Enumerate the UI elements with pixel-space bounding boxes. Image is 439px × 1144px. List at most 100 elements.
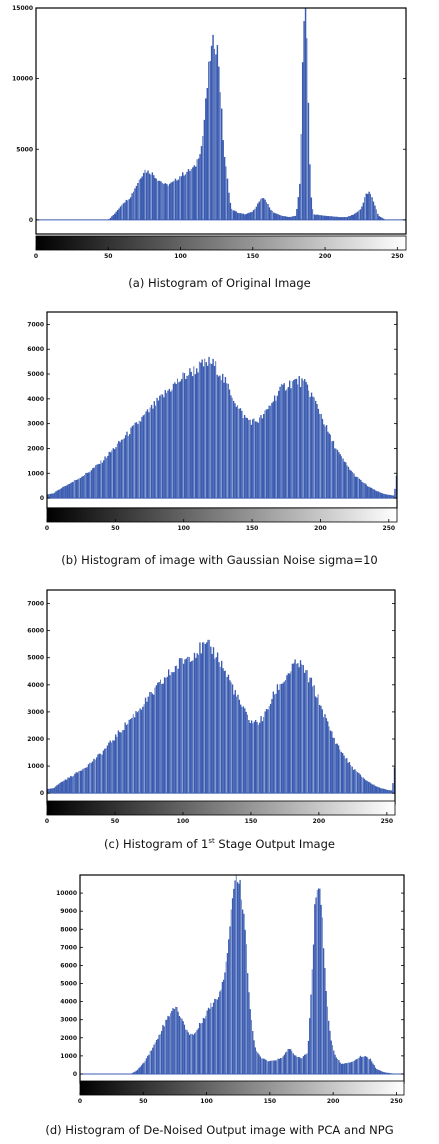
histogram-bar bbox=[261, 418, 264, 499]
y-tick-label: 0 bbox=[40, 790, 44, 797]
histogram-bar bbox=[299, 660, 302, 794]
histogram-bar bbox=[263, 716, 265, 794]
histogram-bar bbox=[188, 1034, 191, 1074]
histogram-bar bbox=[47, 494, 49, 499]
y-tick-label: 5000 bbox=[27, 371, 44, 378]
histogram-bar bbox=[164, 183, 167, 220]
histogram-bar bbox=[82, 768, 84, 794]
histogram-bar bbox=[166, 1019, 168, 1074]
histogram-bar bbox=[199, 642, 201, 794]
histogram-bar bbox=[269, 703, 272, 794]
histogram-bar bbox=[123, 438, 125, 499]
histogram-bar bbox=[321, 418, 324, 499]
y-tick-label: 6000 bbox=[27, 346, 44, 353]
histogram-bar bbox=[286, 216, 288, 220]
histogram-bar bbox=[278, 214, 281, 220]
histogram-bar bbox=[258, 1054, 260, 1074]
histogram-bar bbox=[300, 134, 302, 220]
chart-a: 0 5000 10000 15000 0 50 100 150 200 250 bbox=[12, 5, 407, 260]
histogram-bar bbox=[171, 389, 173, 499]
histogram-bar bbox=[195, 657, 197, 794]
histogram-bar bbox=[335, 1057, 337, 1074]
histogram-bar bbox=[193, 366, 195, 499]
x-tick-label: 0 bbox=[45, 525, 49, 532]
histogram-bar bbox=[252, 210, 255, 220]
histogram-bar bbox=[129, 719, 132, 794]
histogram-bar bbox=[280, 383, 282, 499]
histogram-bar bbox=[249, 212, 252, 220]
histogram-bar bbox=[344, 758, 346, 794]
histogram-bar bbox=[295, 1055, 297, 1074]
histogram-bar bbox=[337, 1059, 338, 1074]
histogram-bar bbox=[355, 1059, 358, 1074]
histogram-bar bbox=[280, 683, 283, 794]
histogram-bar bbox=[194, 374, 197, 499]
histogram-bar bbox=[308, 390, 310, 499]
histogram-bar bbox=[105, 748, 107, 794]
histogram-bar bbox=[307, 1040, 310, 1074]
histogram-bar bbox=[217, 376, 220, 499]
histogram-bar bbox=[49, 493, 52, 499]
histogram-bar bbox=[284, 216, 287, 220]
histogram-bar bbox=[79, 770, 81, 794]
histogram-bar bbox=[310, 677, 313, 794]
histogram-bar bbox=[167, 185, 169, 220]
histogram-bar bbox=[220, 989, 222, 1074]
histogram-bar bbox=[213, 48, 215, 220]
histogram-bar bbox=[104, 748, 106, 794]
histogram-bar bbox=[55, 491, 57, 499]
histogram-bar bbox=[304, 378, 306, 499]
histogram-bar bbox=[247, 213, 249, 220]
histogram-bar bbox=[354, 476, 356, 499]
histogram-bar bbox=[382, 1071, 384, 1074]
histogram-bar bbox=[109, 217, 112, 220]
y-tick-label: 4000 bbox=[27, 396, 44, 403]
histogram-bar bbox=[309, 396, 311, 499]
histogram-bar bbox=[390, 790, 393, 794]
histogram-bar bbox=[382, 218, 385, 220]
histogram-bar bbox=[119, 206, 122, 220]
histogram-bar bbox=[168, 388, 171, 499]
histogram-bar bbox=[301, 664, 303, 794]
histogram-bar bbox=[243, 913, 245, 1074]
histogram-bar bbox=[136, 1069, 139, 1074]
histogram-bar bbox=[314, 904, 316, 1074]
histogram-bar bbox=[171, 181, 174, 220]
histogram-bar bbox=[371, 197, 373, 220]
histogram-bar bbox=[51, 493, 53, 499]
histogram-bar bbox=[228, 192, 230, 220]
histogram-bar bbox=[348, 216, 350, 220]
histogram-bar bbox=[84, 475, 85, 499]
histogram-bar bbox=[336, 216, 339, 220]
histogram-bar bbox=[137, 424, 139, 499]
histogram-bar bbox=[200, 1023, 202, 1074]
histogram-bar bbox=[180, 1017, 181, 1074]
histogram-bar bbox=[327, 431, 329, 499]
histogram-bar bbox=[383, 493, 385, 499]
histogram-bar bbox=[257, 422, 259, 499]
histogram-bar bbox=[326, 216, 328, 220]
histogram-bar bbox=[332, 1045, 333, 1074]
histogram-bar bbox=[297, 384, 299, 499]
histogram-bar bbox=[225, 670, 227, 794]
histogram-bar bbox=[296, 208, 298, 220]
histogram-bar bbox=[182, 1021, 184, 1074]
histogram-bar bbox=[223, 979, 225, 1074]
histogram-bar bbox=[156, 397, 158, 499]
histogram-bar bbox=[285, 680, 286, 794]
histogram-bar bbox=[187, 1032, 189, 1074]
histogram-bar bbox=[135, 1070, 137, 1074]
histogram-bar bbox=[128, 719, 130, 794]
histogram-bar bbox=[205, 98, 207, 220]
histogram-bar bbox=[301, 1058, 303, 1074]
histogram-bar bbox=[96, 464, 98, 499]
histogram-bar bbox=[215, 657, 217, 794]
histogram-bar bbox=[202, 366, 205, 499]
histogram-bar bbox=[340, 217, 343, 220]
histogram-bar bbox=[312, 209, 314, 220]
histogram-bar bbox=[306, 669, 308, 794]
histogram-bar bbox=[176, 1006, 178, 1074]
histogram-bar bbox=[277, 214, 279, 220]
histogram-bar bbox=[203, 642, 205, 794]
histogram-bar bbox=[133, 191, 134, 220]
